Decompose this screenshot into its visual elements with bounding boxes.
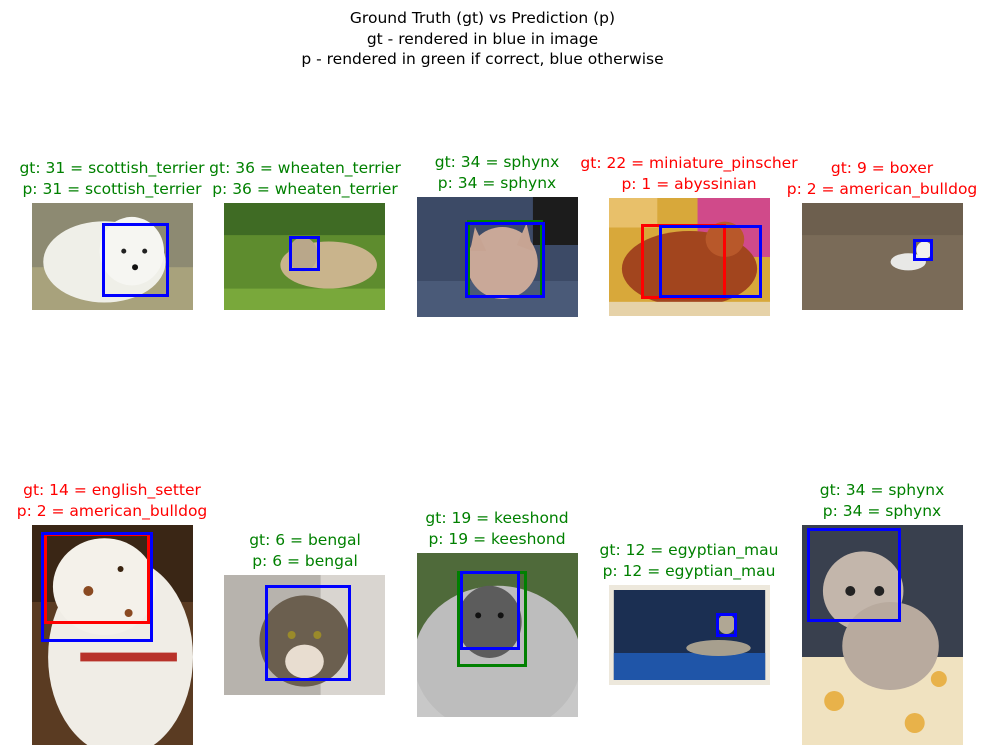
- panel-photo: [802, 203, 963, 310]
- panel-gt-label: gt: 6 = bengal: [249, 531, 361, 549]
- panel-title: gt: 19 = keeshond p: 19 = keeshond: [425, 508, 568, 549]
- panel-title: gt: 34 = sphynx p: 34 = sphynx: [820, 480, 945, 521]
- panel-photo: [609, 585, 770, 685]
- panel-gt-label: gt: 14 = english_setter: [23, 481, 201, 499]
- panel-gt-label: gt: 34 = sphynx: [434, 153, 560, 171]
- panel-title: gt: 36 = wheaten_terrier p: 36 = wheaten_…: [209, 158, 401, 199]
- panel-title: gt: 9 = boxer p: 2 = american_bulldog: [787, 158, 978, 199]
- panel-title: gt: 12 = egyptian_mau p: 12 = egyptian_ma…: [600, 540, 779, 581]
- panel-pred-label: p: 34 = sphynx: [822, 501, 942, 520]
- panel-title: gt: 31 = scottish_terrier p: 31 = scottis…: [19, 158, 204, 199]
- panel-photo: [609, 198, 770, 316]
- ground-truth-bbox: [716, 613, 737, 637]
- ground-truth-bbox: [41, 532, 153, 642]
- figure-subtitle-gt: gt - rendered in blue in image: [366, 29, 599, 48]
- panel-title: gt: 14 = english_setter p: 2 = american_b…: [17, 480, 208, 521]
- panel-pred-label: p: 31 = scottish_terrier: [22, 179, 202, 198]
- panel-pred-label: p: 36 = wheaten_terrier: [212, 179, 398, 198]
- panel-pred-label: p: 1 = abyssinian: [621, 174, 757, 193]
- ground-truth-bbox: [102, 223, 169, 297]
- panel-photo: [802, 525, 963, 745]
- panel-gt-label: gt: 31 = scottish_terrier: [19, 159, 205, 177]
- ground-truth-bbox: [807, 528, 901, 622]
- panel-gt-label: gt: 9 = boxer: [830, 159, 934, 177]
- figure-subtitle-p: p - rendered in green if correct, blue o…: [301, 50, 664, 68]
- panel-photo: [417, 553, 578, 717]
- panel-title: gt: 6 = bengal p: 6 = bengal: [249, 530, 361, 571]
- panel-gt-label: gt: 22 = miniature_pinscher: [580, 154, 798, 172]
- panel-photo: [32, 203, 193, 310]
- panel-pred-label: p: 12 = egyptian_mau: [602, 561, 776, 580]
- ground-truth-bbox: [659, 225, 762, 298]
- panel-pred-label: p: 19 = keeshond: [428, 529, 566, 548]
- panel-photo: [224, 203, 385, 310]
- panel-photo: [32, 525, 193, 745]
- ground-truth-bbox: [265, 585, 351, 681]
- panel-pred-label: p: 6 = bengal: [252, 551, 358, 570]
- figure-title-line: Ground Truth (gt) vs Prediction (p): [349, 9, 616, 27]
- figure-title: Ground Truth (gt) vs Prediction (p) gt -…: [0, 8, 965, 70]
- panel-pred-label: p: 2 = american_bulldog: [786, 179, 978, 198]
- panel-title: gt: 34 = sphynx p: 34 = sphynx: [435, 152, 560, 193]
- ground-truth-bbox: [460, 571, 520, 650]
- ground-truth-bbox: [913, 239, 933, 261]
- panel-pred-label: p: 34 = sphynx: [437, 173, 557, 192]
- panel-photo: [224, 575, 385, 695]
- ground-truth-bbox: [289, 236, 320, 271]
- panel-photo: [417, 197, 578, 317]
- panel-pred-label: p: 2 = american_bulldog: [16, 501, 208, 520]
- panel-title: gt: 22 = miniature_pinscher p: 1 = abyssi…: [580, 153, 797, 194]
- panel-gt-label: gt: 12 = egyptian_mau: [599, 541, 779, 559]
- panel-gt-label: gt: 34 = sphynx: [819, 481, 945, 499]
- ground-truth-bbox: [465, 222, 545, 298]
- panel-gt-label: gt: 19 = keeshond: [425, 509, 569, 527]
- panel-gt-label: gt: 36 = wheaten_terrier: [209, 159, 401, 177]
